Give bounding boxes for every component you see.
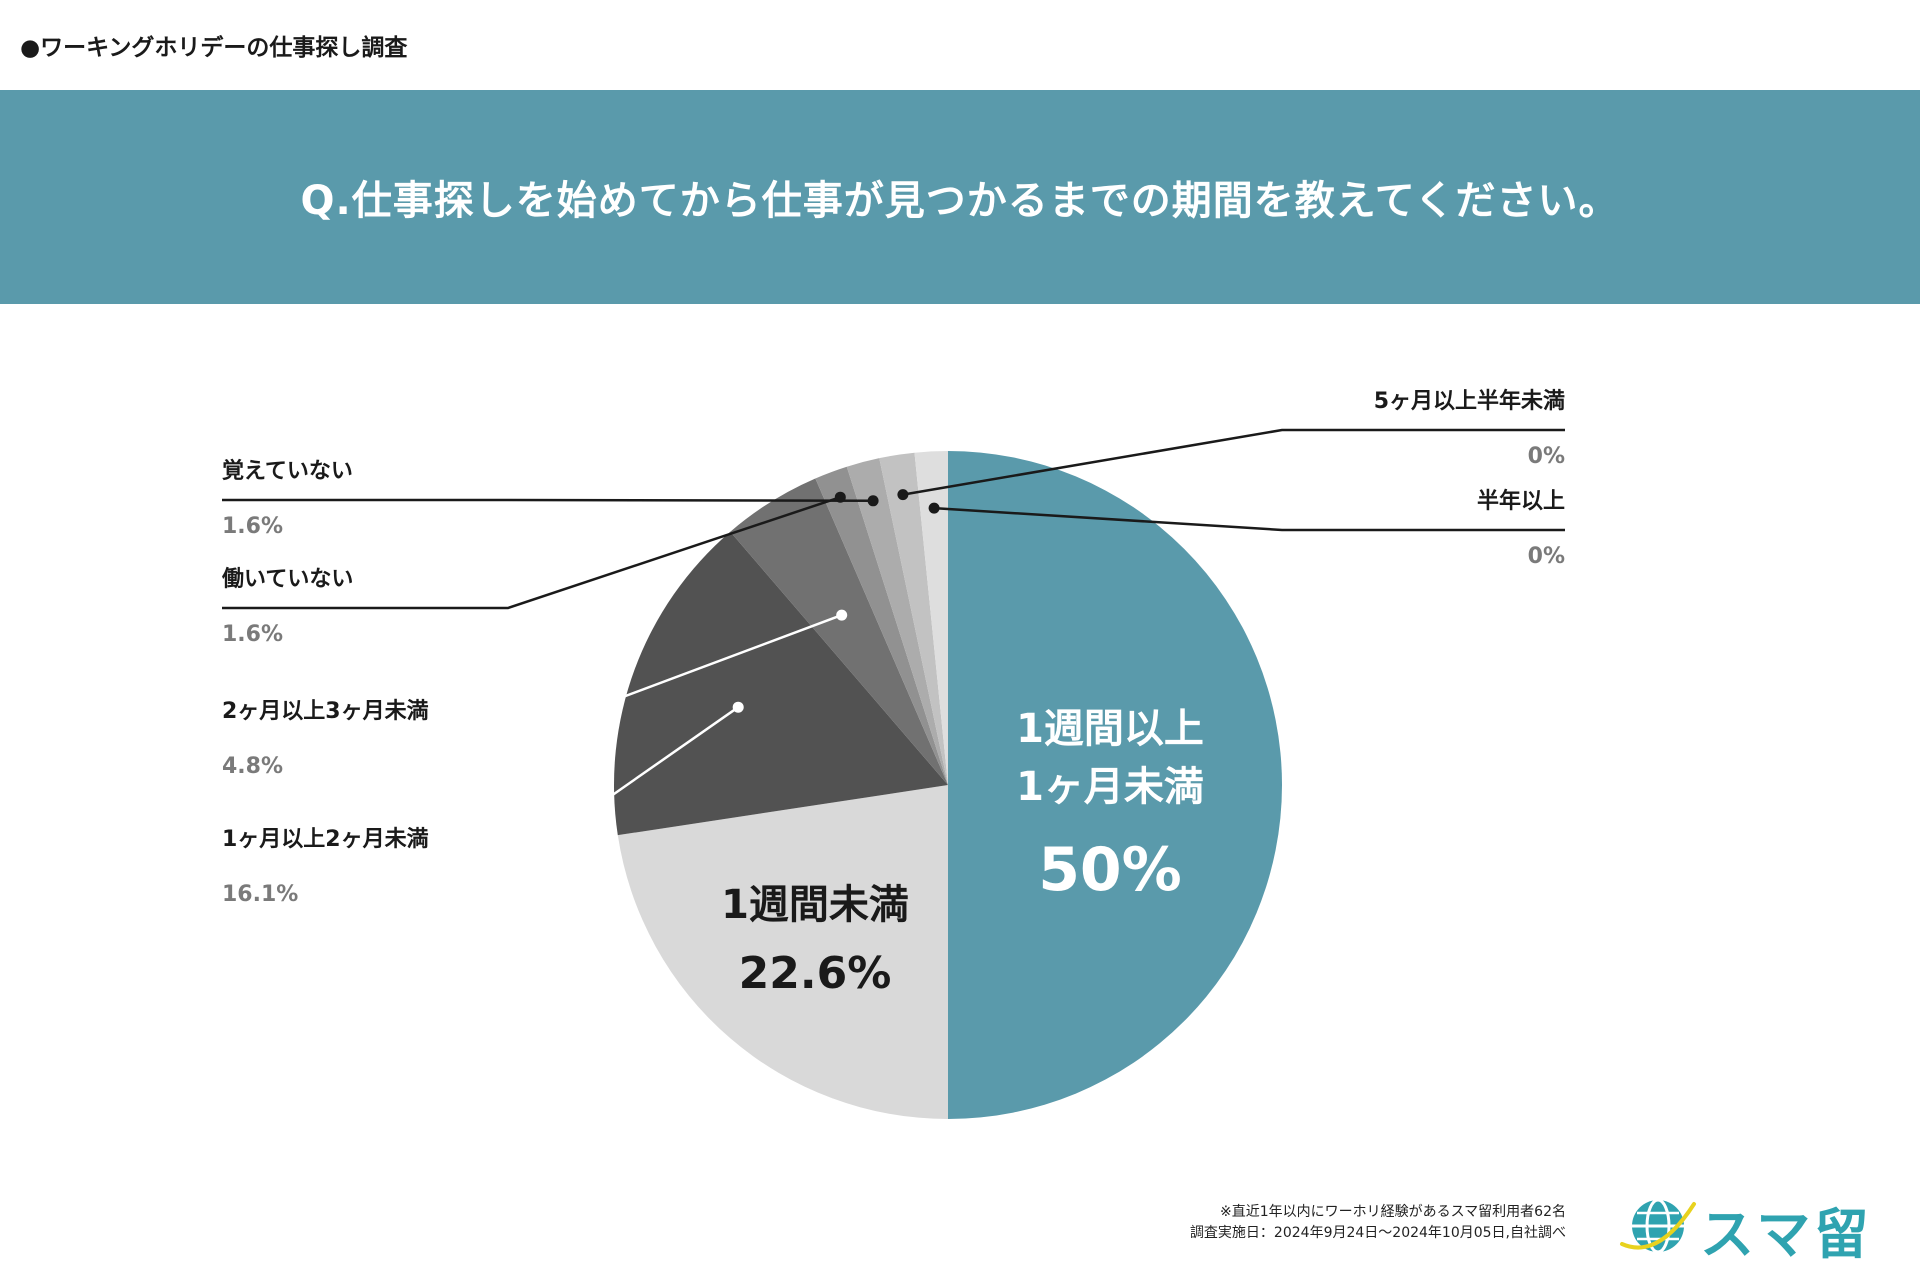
callout-value: 1.6% <box>222 622 283 647</box>
logo-text: スマ留 <box>1700 1203 1873 1266</box>
data-label: 22.6% <box>739 948 892 999</box>
pie-slice <box>879 452 948 785</box>
pie-slice <box>730 478 948 785</box>
survey-title: ●ワーキングホリデーの仕事探し調査 <box>20 35 408 61</box>
footnote-survey-date: 調査実施日：2024年9月24日〜2024年10月05日,自社調べ <box>1189 1225 1566 1241</box>
leader-dot <box>897 489 909 501</box>
footnote-sample: ※直近1年以内にワーホリ経験があるスマ留利用者62名 <box>1219 1204 1566 1220</box>
footnote: ※直近1年以内にワーホリ経験があるスマ留利用者62名 調査実施日：2024年9月… <box>1190 1202 1566 1244</box>
callout-label: 覚えていない <box>222 458 353 484</box>
callout-value: 16.1% <box>222 882 298 907</box>
leader-line <box>902 428 1565 496</box>
leader-line <box>934 506 1565 532</box>
leader-dot <box>836 609 848 621</box>
leader-dot <box>732 701 744 713</box>
pie-slice <box>617 785 948 1119</box>
leader-line <box>222 613 843 742</box>
leader-line <box>222 496 841 610</box>
pie-slice <box>613 531 948 836</box>
leader-line <box>222 498 874 503</box>
callout-value: 0% <box>1528 444 1565 469</box>
callout-label: 5ヶ月以上半年未満 <box>1374 388 1565 414</box>
pie-slice <box>914 451 948 785</box>
leader-line <box>222 706 739 870</box>
callout-value: 1.6% <box>222 514 283 539</box>
globe-icon <box>1620 1198 1696 1254</box>
callout-label: 1ヶ月以上2ヶ月未満 <box>222 826 429 852</box>
leader-dot <box>834 491 846 503</box>
callout-label: 2ヶ月以上3ヶ月未満 <box>222 698 429 724</box>
pie-slice <box>815 466 948 785</box>
brand-logo: スマ留 <box>1618 1188 1888 1266</box>
callout-label: 半年以上 <box>1477 488 1565 514</box>
leader-dot <box>928 502 940 514</box>
callout-value: 4.8% <box>222 754 283 779</box>
pie-slice <box>846 458 948 785</box>
data-label: 1ヶ月未満 <box>1016 764 1204 810</box>
question-banner <box>0 90 1920 304</box>
callout-value: 0% <box>1528 544 1565 569</box>
data-label: 1週間未満 <box>721 882 909 928</box>
leader-dot <box>867 495 879 507</box>
question-text: Q.仕事探しを始めてから仕事が見つかるまでの期間を教えてください。 <box>300 178 1620 224</box>
pie-slice <box>948 451 1282 1119</box>
data-label: 1週間以上 <box>1016 706 1204 752</box>
data-label: 50% <box>1038 835 1182 905</box>
callout-label: 働いていない <box>221 566 353 592</box>
